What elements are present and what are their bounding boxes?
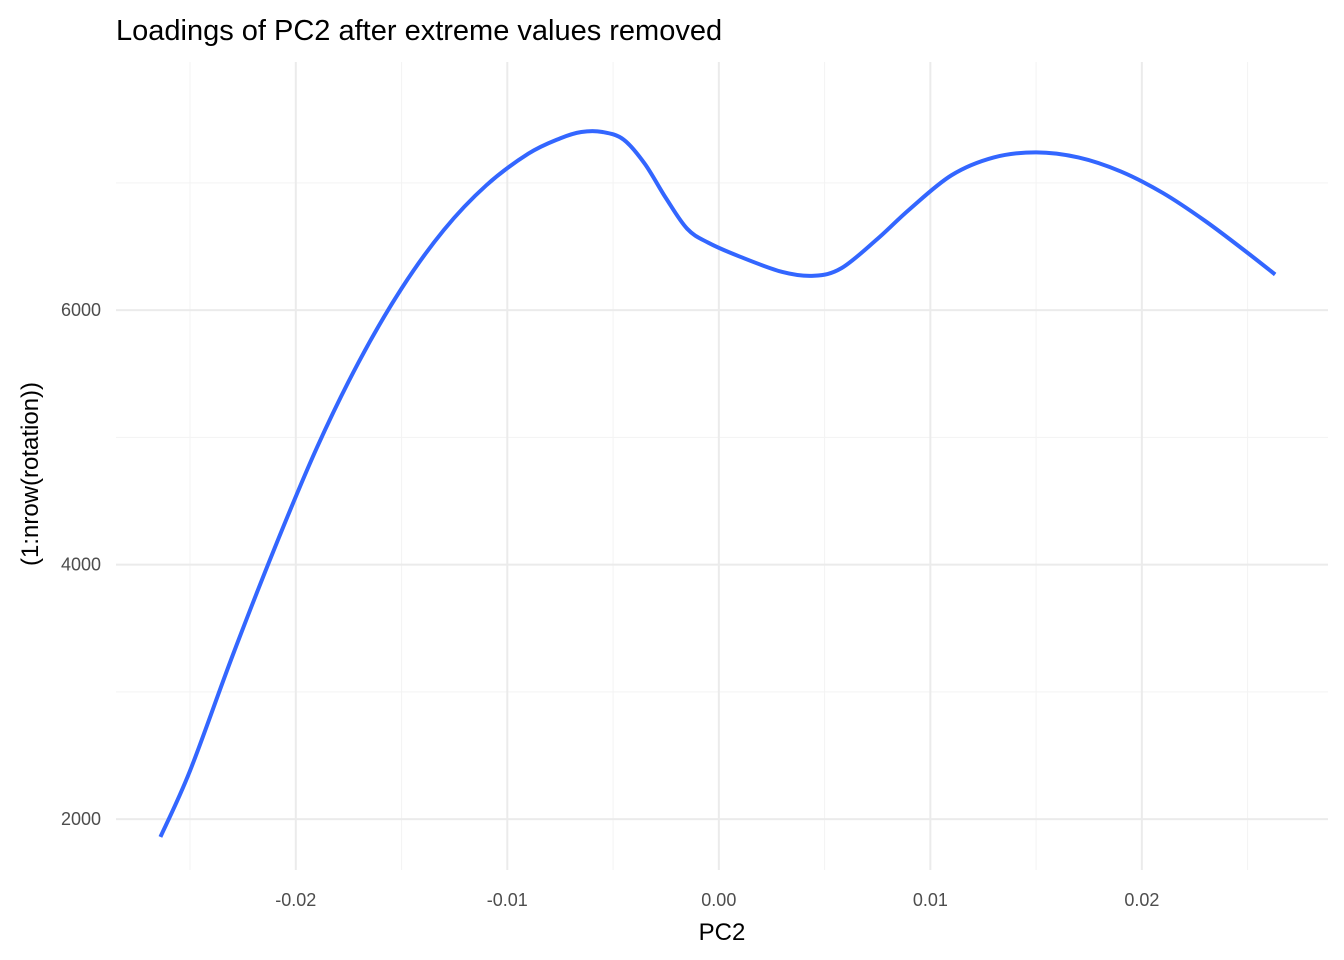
- y-tick-label: 2000: [61, 809, 101, 829]
- y-axis-tick-labels: 2000 4000 6000: [61, 300, 101, 829]
- x-tick-label: -0.01: [487, 890, 528, 910]
- chart-title: Loadings of PC2 after extreme values rem…: [116, 15, 722, 47]
- x-tick-label: 0.01: [913, 890, 948, 910]
- major-gridlines: [116, 62, 1328, 870]
- y-axis-title: (1:nrow(rotation)): [17, 382, 44, 566]
- minor-gridlines: [116, 62, 1328, 870]
- series-line: [158, 129, 1277, 838]
- x-tick-label: -0.02: [275, 890, 316, 910]
- y-tick-label: 6000: [61, 300, 101, 320]
- x-tick-label: 0.00: [701, 890, 736, 910]
- x-tick-label: 0.02: [1124, 890, 1159, 910]
- y-tick-label: 4000: [61, 555, 101, 575]
- x-axis-title: PC2: [699, 919, 746, 946]
- x-axis-tick-labels: -0.02 -0.01 0.00 0.01 0.02: [275, 890, 1159, 910]
